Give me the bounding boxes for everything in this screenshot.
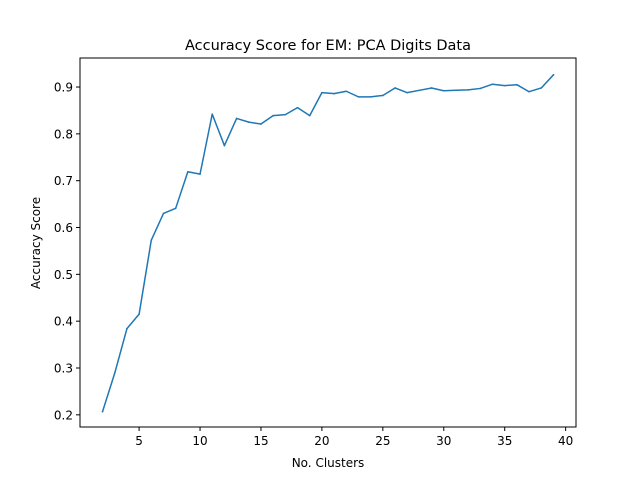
data-point — [357, 96, 360, 98]
data-point — [418, 89, 421, 92]
data-point — [382, 94, 384, 97]
series-line — [101, 73, 555, 413]
data-point — [394, 87, 396, 89]
data-point — [187, 170, 189, 173]
y-tick-label: 0.9 — [54, 81, 73, 95]
data-point — [284, 113, 287, 116]
x-tick-label: 25 — [375, 434, 390, 448]
data-point — [528, 90, 530, 93]
chart-title: Accuracy Score for EM: PCA Digits Data — [185, 38, 471, 54]
x-axis-ticks: 5 10 15 20 25 30 35 40 — [135, 427, 573, 448]
data-point — [174, 207, 177, 210]
y-tick-label: 0.2 — [54, 408, 73, 422]
data-point — [272, 114, 274, 117]
y-tick-label: 0.7 — [54, 174, 73, 188]
data-point — [552, 74, 555, 76]
data-point — [223, 144, 226, 147]
data-point — [503, 84, 506, 87]
data-point — [199, 173, 201, 175]
plot-area — [79, 57, 577, 428]
data-point — [540, 87, 543, 89]
data-point — [369, 96, 372, 98]
data-point — [345, 90, 348, 93]
data-point — [247, 121, 250, 123]
data-point — [516, 83, 518, 86]
data-point — [308, 114, 311, 117]
data-point — [442, 89, 445, 92]
data-point — [260, 123, 262, 125]
data-point — [138, 313, 140, 315]
y-tick-label: 0.5 — [54, 268, 73, 282]
data-point — [406, 91, 409, 94]
data-point — [126, 327, 128, 330]
axes-frame — [79, 57, 577, 428]
y-tick-label: 0.3 — [54, 361, 73, 375]
y-axis-ticks: 0.2 0.3 0.4 0.5 0.6 0.7 0.8 0.9 — [54, 81, 80, 422]
data-point — [430, 87, 433, 89]
data-point — [113, 372, 116, 374]
data-point — [101, 410, 104, 413]
x-tick-label: 30 — [436, 434, 451, 448]
data-point — [211, 113, 214, 115]
y-tick-label: 0.8 — [54, 127, 73, 141]
y-axis-label: Accuracy Score — [29, 197, 43, 289]
x-tick-label: 5 — [135, 434, 143, 448]
y-tick-label: 0.6 — [54, 221, 73, 235]
data-point — [296, 106, 299, 109]
x-tick-label: 40 — [558, 434, 573, 448]
series-layer — [101, 73, 555, 413]
data-point — [479, 87, 482, 90]
data-point — [321, 91, 323, 94]
x-tick-label: 10 — [192, 434, 207, 448]
data-point — [150, 239, 153, 241]
data-point — [491, 83, 494, 86]
data-point — [235, 117, 238, 120]
x-tick-label: 20 — [314, 434, 329, 448]
data-point — [162, 212, 165, 215]
x-axis-label: No. Clusters — [292, 456, 365, 470]
y-tick-label: 0.4 — [54, 315, 73, 329]
data-point — [333, 92, 335, 95]
x-tick-label: 35 — [497, 434, 512, 448]
data-point — [455, 89, 457, 92]
x-tick-label: 15 — [253, 434, 268, 448]
data-point — [467, 89, 469, 91]
